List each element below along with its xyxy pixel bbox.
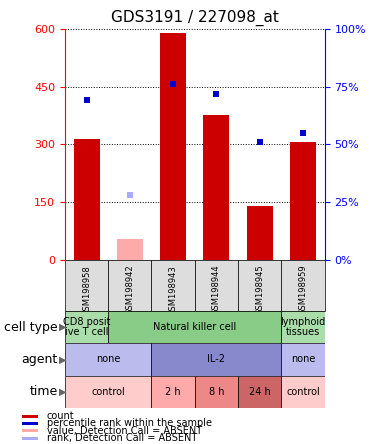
Text: GSM198945: GSM198945 bbox=[255, 265, 264, 316]
Bar bbox=[247, 206, 273, 260]
Bar bbox=[203, 115, 229, 260]
Text: control: control bbox=[286, 387, 320, 397]
Bar bbox=[281, 260, 325, 311]
Bar bbox=[22, 429, 38, 432]
Bar bbox=[195, 376, 238, 408]
Text: none: none bbox=[291, 354, 315, 365]
Bar bbox=[238, 260, 281, 311]
Bar bbox=[73, 139, 99, 260]
Bar bbox=[160, 33, 186, 260]
Bar bbox=[22, 422, 38, 425]
Text: none: none bbox=[96, 354, 121, 365]
Bar bbox=[238, 376, 281, 408]
Text: time: time bbox=[29, 385, 58, 398]
Bar bbox=[290, 143, 316, 260]
Text: GSM198959: GSM198959 bbox=[299, 265, 308, 316]
Bar bbox=[151, 343, 281, 376]
Text: GSM198943: GSM198943 bbox=[169, 265, 178, 316]
Text: ▶: ▶ bbox=[59, 354, 67, 365]
Text: GSM198942: GSM198942 bbox=[125, 265, 134, 316]
Text: percentile rank within the sample: percentile rank within the sample bbox=[47, 418, 211, 428]
Bar bbox=[151, 376, 195, 408]
Bar bbox=[108, 260, 151, 311]
Bar bbox=[65, 376, 151, 408]
Bar bbox=[22, 437, 38, 440]
Text: ▶: ▶ bbox=[59, 322, 67, 332]
Title: GDS3191 / 227098_at: GDS3191 / 227098_at bbox=[111, 10, 279, 26]
Bar bbox=[281, 343, 325, 376]
Text: control: control bbox=[91, 387, 125, 397]
Bar bbox=[151, 260, 195, 311]
Text: GSM198958: GSM198958 bbox=[82, 265, 91, 316]
Text: agent: agent bbox=[21, 353, 58, 366]
Bar bbox=[65, 311, 108, 343]
Text: count: count bbox=[47, 411, 74, 421]
Text: CD8 posit
ive T cell: CD8 posit ive T cell bbox=[63, 317, 110, 337]
Bar bbox=[65, 260, 108, 311]
Bar bbox=[65, 343, 151, 376]
Bar bbox=[108, 311, 281, 343]
Text: 8 h: 8 h bbox=[209, 387, 224, 397]
Text: 24 h: 24 h bbox=[249, 387, 270, 397]
Bar bbox=[22, 415, 38, 417]
Bar bbox=[281, 311, 325, 343]
Text: ▶: ▶ bbox=[59, 387, 67, 397]
Text: rank, Detection Call = ABSENT: rank, Detection Call = ABSENT bbox=[47, 433, 197, 443]
Bar bbox=[195, 260, 238, 311]
Bar bbox=[281, 376, 325, 408]
Text: 2 h: 2 h bbox=[165, 387, 181, 397]
Text: Natural killer cell: Natural killer cell bbox=[153, 322, 236, 332]
Text: cell type: cell type bbox=[4, 321, 58, 333]
Text: lymphoid
tissues: lymphoid tissues bbox=[280, 317, 326, 337]
Text: value, Detection Call = ABSENT: value, Detection Call = ABSENT bbox=[47, 426, 202, 436]
Text: IL-2: IL-2 bbox=[207, 354, 226, 365]
Bar bbox=[117, 238, 143, 260]
Text: GSM198944: GSM198944 bbox=[212, 265, 221, 316]
